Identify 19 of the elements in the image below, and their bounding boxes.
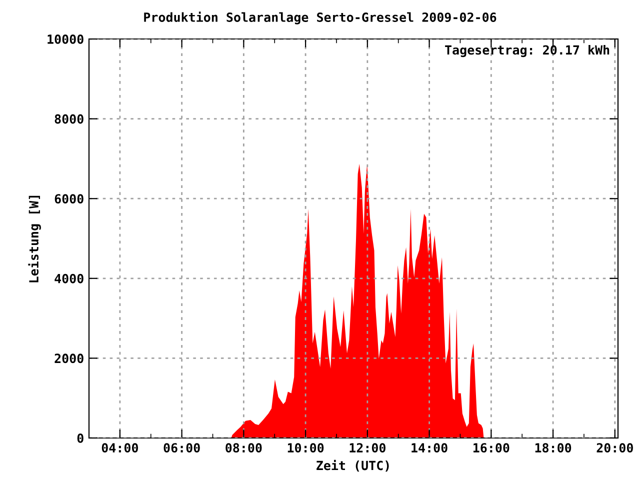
y-tick-label: 0 bbox=[77, 433, 84, 443]
x-tick-label: 10:00 bbox=[288, 443, 324, 453]
x-tick-label: 12:00 bbox=[350, 443, 386, 453]
y-tick-label: 10000 bbox=[48, 34, 84, 44]
x-tick-label: 06:00 bbox=[164, 443, 200, 453]
annotation: Tagesertrag: 20.17 kWh bbox=[445, 44, 610, 58]
x-tick-label: 14:00 bbox=[412, 443, 448, 453]
x-tick-label: 08:00 bbox=[226, 443, 262, 453]
y-tick-label: 2000 bbox=[54, 354, 84, 364]
x-tick-label: 18:00 bbox=[535, 443, 572, 453]
y-tick-label: 8000 bbox=[54, 114, 84, 124]
y-tick-label: 6000 bbox=[54, 194, 84, 204]
x-axis-title: Zeit (UTC) bbox=[316, 460, 389, 472]
chart-title: Produktion Solaranlage Serto-Gressel 2009-02-06 bbox=[144, 12, 496, 24]
x-tick-label: 20:00 bbox=[596, 443, 633, 453]
y-tick-label: 4000 bbox=[54, 274, 84, 284]
x-tick-label: 16:00 bbox=[474, 443, 510, 453]
x-tick-label: 04:00 bbox=[102, 443, 138, 453]
y-axis-title: Leistung [W] bbox=[28, 196, 41, 282]
